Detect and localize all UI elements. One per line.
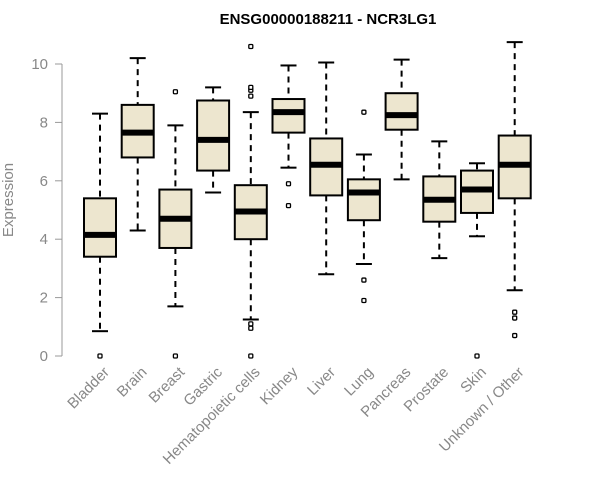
box-hematopoietic-cells [233,43,268,359]
outlier-point [361,109,367,115]
iqr-box [196,99,231,172]
box-breast [158,89,193,359]
iqr-box [384,92,419,131]
box-gastric [196,86,231,194]
outlier-point [248,321,254,327]
box-pancreas [384,58,419,181]
box-brain [120,57,155,232]
outlier-point [474,353,480,359]
outlier-point [512,309,518,315]
outlier-point [512,332,518,339]
y-tick-label: 8 [40,114,48,131]
y-tick-label: 0 [40,348,48,365]
chart-title: ENSG00000188211 - NCR3LG1 [220,11,437,28]
outlier-point [512,315,518,321]
box-liver [309,61,344,276]
box-skin [460,162,494,359]
box-lung [346,109,381,304]
outlier-point [361,277,367,283]
boxes-group [83,41,532,359]
outlier-point [172,353,179,359]
x-tick-label: Liver [304,364,339,399]
x-tick-label: Bladder [64,364,113,413]
box-prostate [422,140,457,260]
x-tick-label: Kidney [257,363,302,408]
y-tick-label: 2 [40,290,48,307]
outlier-point [285,202,292,209]
y-tick-label: 6 [40,173,48,190]
x-tick-label: Skin [457,364,490,397]
outlier-point [248,93,254,99]
iqr-box [271,98,306,134]
y-tick-label: 4 [40,231,48,248]
outlier-point [248,43,254,50]
outlier-point [172,89,179,95]
y-tick-label: 10 [31,56,48,73]
outlier-point [361,297,367,304]
box-kidney [271,64,306,209]
outlier-point [248,325,254,331]
outlier-point [97,353,103,359]
box-bladder [83,112,117,359]
y-axis-label: Expression [0,163,17,237]
box-unknown-other [497,41,532,339]
outlier-point [248,353,254,359]
iqr-box [346,178,381,222]
outlier-point [285,181,292,187]
y-axis: 0 2 4 6 8 10 [31,56,63,365]
outlier-point [248,84,254,91]
iqr-box [83,197,117,258]
